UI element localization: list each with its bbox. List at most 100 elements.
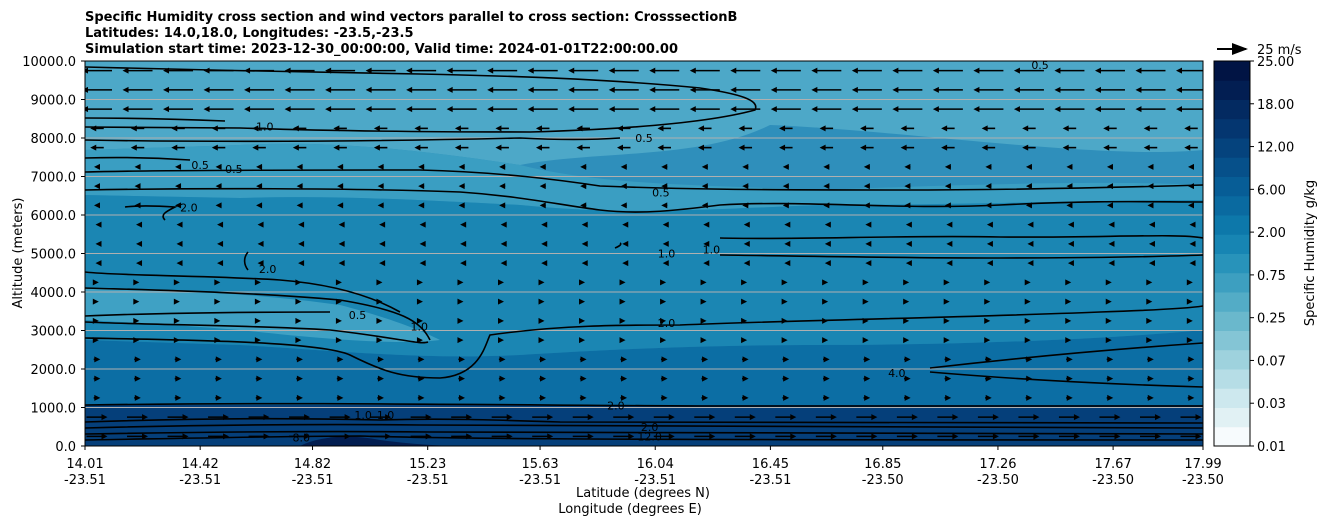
colorbar-swatch <box>1214 195 1250 216</box>
wind-vector-head <box>730 106 737 113</box>
wind-vector-head <box>1066 183 1073 190</box>
wind-vector-head <box>660 337 667 344</box>
wind-vector-head <box>466 433 473 440</box>
wind-vector-head <box>865 221 872 228</box>
wind-vector-head <box>538 317 545 324</box>
wind-vector-head <box>1195 414 1202 421</box>
wind-vector-head <box>616 144 623 151</box>
wind-vector-head <box>497 337 504 344</box>
contour-label: 0.5 <box>349 309 367 322</box>
wind-vector-head <box>173 337 180 344</box>
wind-vector-head <box>860 125 867 132</box>
wind-vector-head <box>425 433 432 440</box>
wind-vector-head <box>1186 337 1193 344</box>
wind-vector-head <box>95 260 102 267</box>
wind-vector-head <box>130 144 137 151</box>
wind-vector-head <box>621 375 628 382</box>
wind-vector-head <box>1184 125 1191 132</box>
wind-vector-head <box>743 221 750 228</box>
colorbar-swatch <box>1214 157 1250 177</box>
wind-vector-head <box>579 317 586 324</box>
wind-vector-head <box>743 260 750 267</box>
wind-vector-head <box>1024 298 1031 305</box>
wind-vector-head <box>932 106 939 113</box>
wind-vector-head <box>298 260 305 267</box>
wind-vector-head <box>406 67 413 74</box>
wind-vector-head <box>892 86 899 93</box>
wind-vector-head <box>344 414 351 421</box>
wind-vector-head <box>944 163 951 170</box>
wind-vector-head <box>134 356 141 363</box>
wind-vector-head <box>822 337 829 344</box>
contour-line <box>614 242 622 249</box>
wind-vector-head <box>419 240 426 247</box>
wind-vector-head <box>254 298 261 305</box>
colorbar-swatch <box>1214 426 1250 447</box>
contour-line <box>85 311 331 317</box>
wind-vector-head <box>1106 163 1113 170</box>
wind-vector-head <box>94 356 101 363</box>
wind-vector-head <box>527 86 534 93</box>
wind-vector-head <box>214 317 221 324</box>
x-tick-label-lat: 16.45 <box>752 457 789 472</box>
quiver-key-label: 25 m/s <box>1257 43 1302 58</box>
wind-vector-head <box>749 414 756 421</box>
wind-vector-head <box>1073 414 1080 421</box>
contour-line <box>85 321 429 344</box>
wind-vector-head <box>579 298 586 305</box>
wind-vector-head <box>1067 221 1074 228</box>
x-tick-label-lon: -23.51 <box>407 473 449 488</box>
wind-vector-head <box>284 67 291 74</box>
wind-vector-head <box>333 125 340 132</box>
wind-vector-head <box>338 240 345 247</box>
wind-vector-head <box>701 163 708 170</box>
wind-vector-head <box>446 67 453 74</box>
humidity-band-moist-mid <box>85 195 1203 357</box>
wind-vector-head <box>416 337 423 344</box>
wind-vector-head <box>1024 279 1031 286</box>
contour-line <box>929 342 1203 369</box>
wind-vector-head <box>703 240 710 247</box>
wind-vector-head <box>256 163 263 170</box>
wind-vector-head <box>784 221 791 228</box>
wind-vector-head <box>263 414 270 421</box>
wind-vector-head <box>379 240 386 247</box>
wind-vector-head <box>1013 86 1020 93</box>
wind-vector-head <box>903 298 910 305</box>
wind-vector-head <box>136 260 143 267</box>
wind-vector-head <box>944 202 951 209</box>
wind-vector-head <box>296 356 303 363</box>
wind-vector-head <box>540 356 547 363</box>
wind-vector-head <box>661 183 668 190</box>
wind-vector-head <box>1105 279 1112 286</box>
contour-label: 1.0 <box>703 244 721 257</box>
wind-vector-head <box>621 394 628 401</box>
colorbar-swatch <box>1214 292 1250 312</box>
wind-vector-head <box>1033 414 1040 421</box>
wind-vector-head <box>823 202 830 209</box>
wind-vector-head <box>499 163 506 170</box>
wind-vector-head <box>1025 202 1032 209</box>
wind-vector-head <box>257 221 264 228</box>
x-tick-label-lat: 17.67 <box>1095 457 1132 472</box>
wind-vector-head <box>1148 260 1155 267</box>
colorbar-swatch <box>1214 215 1250 235</box>
wind-vector-head <box>822 298 829 305</box>
colorbar-frame <box>1213 60 1251 447</box>
wind-vector-head <box>662 240 669 247</box>
contour-line <box>85 156 191 161</box>
wind-vector-head <box>811 106 818 113</box>
wind-vector-head <box>458 375 465 382</box>
wind-vector-head <box>506 414 513 421</box>
wind-vector-head <box>457 298 464 305</box>
colorbar-swatch <box>1214 253 1250 274</box>
wind-vector-head <box>1107 356 1114 363</box>
wind-vector-head <box>851 86 858 93</box>
contour-label: 4.0 <box>888 367 906 380</box>
colorbar-swatch <box>1214 407 1250 428</box>
colorbar-swatch <box>1214 388 1250 408</box>
wind-vector-head <box>292 144 299 151</box>
wind-vector-head <box>1147 163 1154 170</box>
wind-vector-head <box>385 414 392 421</box>
wind-vector-head <box>1114 414 1121 421</box>
